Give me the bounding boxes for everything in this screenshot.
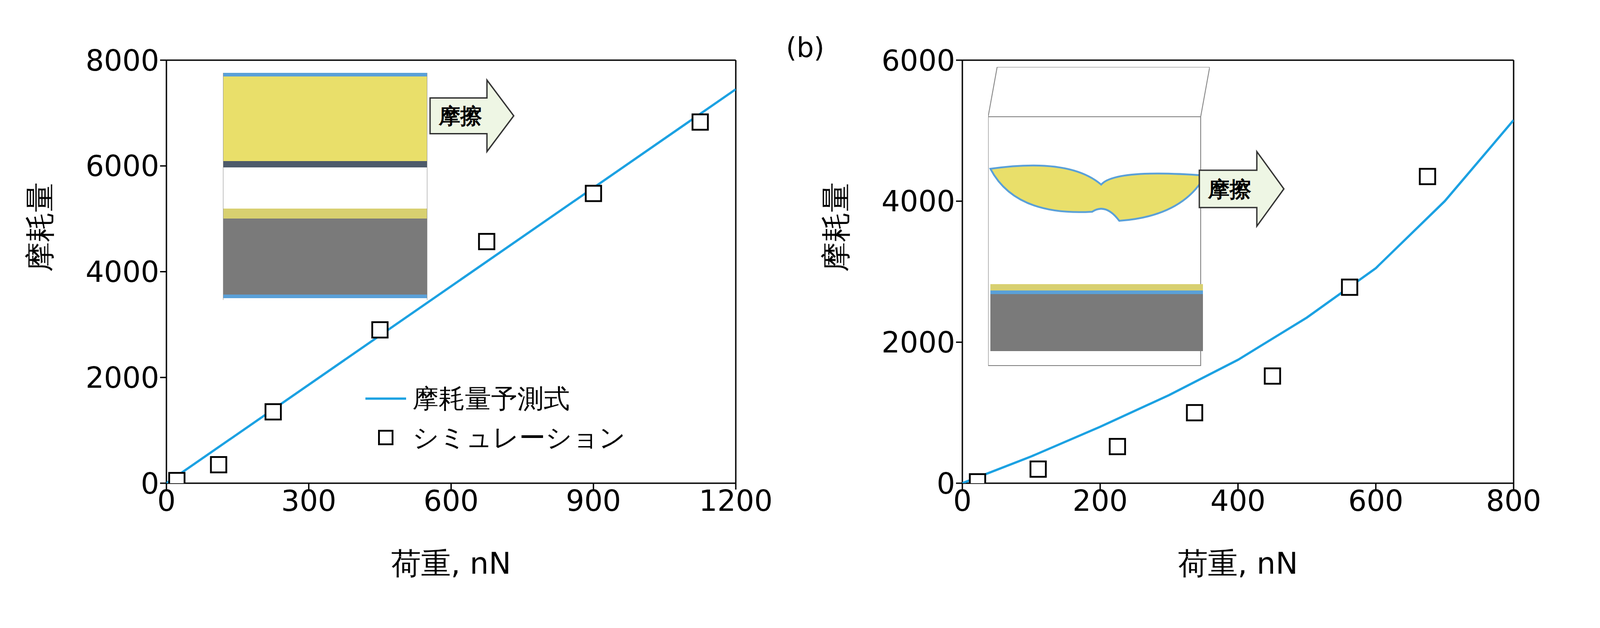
svg-text:200: 200 xyxy=(1072,483,1128,518)
svg-text:8000: 8000 xyxy=(85,43,160,78)
svg-text:4000: 4000 xyxy=(881,184,956,218)
svg-text:300: 300 xyxy=(281,483,337,518)
html-text:(b): (b) xyxy=(785,31,825,64)
svg-text:摩耗量: 摩耗量 xyxy=(818,182,854,272)
svg-text:600: 600 xyxy=(1348,483,1404,518)
svg-text:荷重, nN: 荷重, nN xyxy=(391,545,512,581)
svg-text:1200: 1200 xyxy=(699,483,773,518)
svg-text:0: 0 xyxy=(157,483,176,518)
svg-text:摩耗量: 摩耗量 xyxy=(22,182,58,272)
svg-text:摩擦: 摩擦 xyxy=(1207,176,1252,202)
svg-text:6000: 6000 xyxy=(85,149,160,183)
html-text:摩耗量予測式: 摩耗量予測式 xyxy=(412,383,570,414)
svg-text:600: 600 xyxy=(423,483,479,518)
svg-text:0: 0 xyxy=(936,466,956,501)
svg-text:6000: 6000 xyxy=(881,43,956,78)
svg-text:900: 900 xyxy=(565,483,621,518)
svg-text:摩擦: 摩擦 xyxy=(438,103,483,129)
html-text:シミュレーション: シミュレーション xyxy=(412,421,626,453)
svg-text:800: 800 xyxy=(1486,483,1542,518)
svg-text:2000: 2000 xyxy=(881,325,956,360)
svg-text:荷重, nN: 荷重, nN xyxy=(1178,545,1298,581)
svg-text:4000: 4000 xyxy=(85,255,160,289)
svg-text:2000: 2000 xyxy=(85,360,160,395)
svg-text:0: 0 xyxy=(140,466,160,501)
svg-text:400: 400 xyxy=(1210,483,1266,518)
svg-text:0: 0 xyxy=(953,483,972,518)
